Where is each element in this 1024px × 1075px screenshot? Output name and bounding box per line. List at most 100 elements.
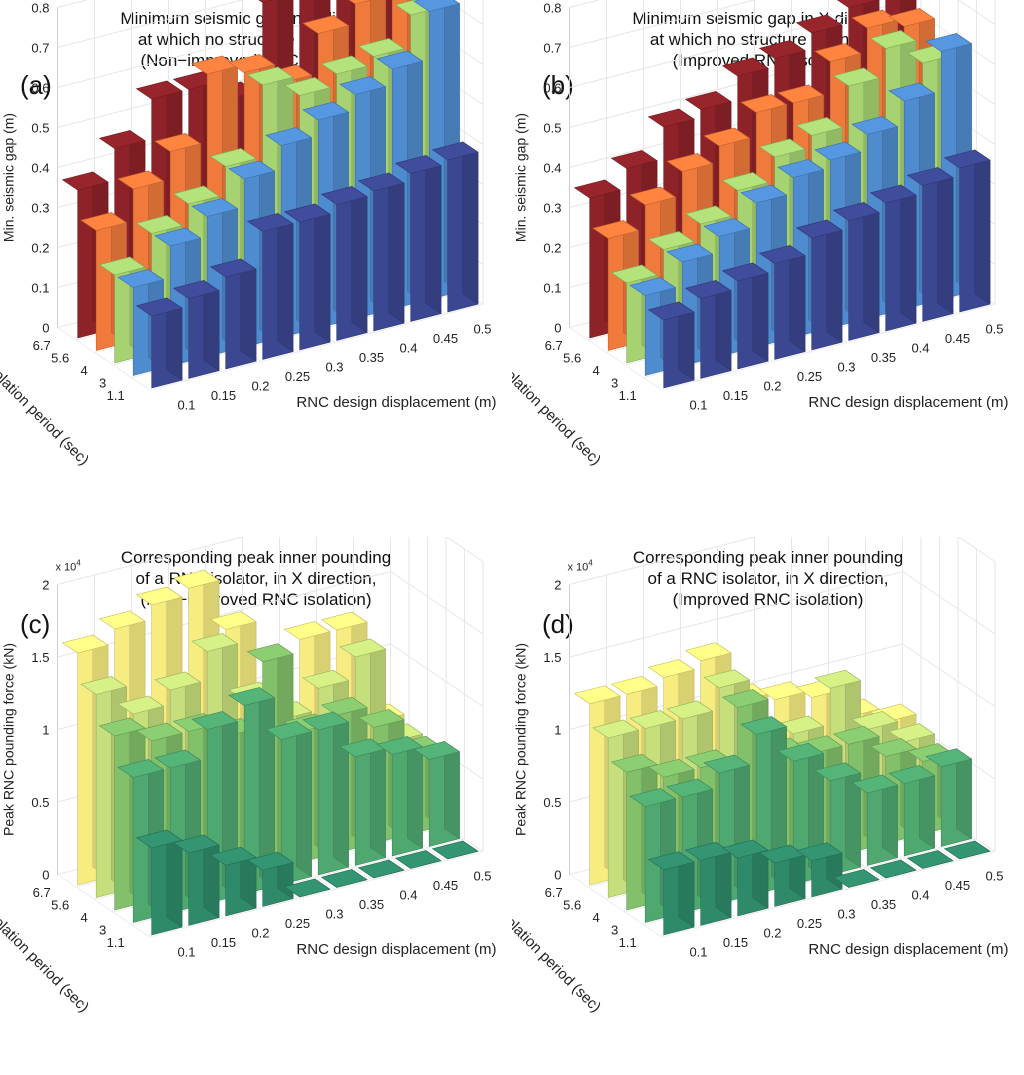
bar-top-face xyxy=(172,280,220,299)
bar-top-face xyxy=(629,186,677,206)
bar-top-face xyxy=(869,184,917,204)
bar xyxy=(906,166,954,322)
z-tick-label: 0.7 xyxy=(543,41,561,56)
bar-top-face xyxy=(832,202,880,221)
z-tick-label: 0.6 xyxy=(31,81,49,96)
bar-top-face xyxy=(135,297,183,317)
bar-top-face xyxy=(339,638,387,658)
x-tick-label: 0.3 xyxy=(837,906,855,921)
bar-side-face xyxy=(351,185,368,334)
panel-c: Corresponding peak inner pounding of a R… xyxy=(0,537,512,1074)
bar-top-face xyxy=(721,172,769,191)
y-tick-label: 4 xyxy=(593,910,600,925)
bar xyxy=(869,859,917,879)
bar-top-face xyxy=(721,57,769,77)
y-tick-label: 6.7 xyxy=(545,885,563,900)
bar-top-face xyxy=(925,33,973,52)
bar xyxy=(943,840,991,860)
plot-area: 0 0.1 0.2 0.3 0.4 0.5 0.6 0.7 0.8 Min. seismic ga… xyxy=(512,0,1008,469)
bar-top-face xyxy=(339,738,387,758)
bar-top-face xyxy=(246,213,294,232)
bar xyxy=(943,149,991,313)
bar xyxy=(721,839,769,917)
x-tick-label: 0.5 xyxy=(985,868,1003,883)
y-tick-label: 5.6 xyxy=(51,897,69,912)
bar-top-face xyxy=(357,859,405,879)
bar-top-face xyxy=(906,167,954,186)
bar-top-face xyxy=(117,170,165,190)
bar xyxy=(431,840,479,860)
bar-top-face xyxy=(191,55,239,75)
bar-top-face xyxy=(869,859,917,879)
x-tick-label: 0.25 xyxy=(285,369,310,384)
bar-top-face xyxy=(647,301,695,321)
z-axis-label: Min. seismic gap (m) xyxy=(513,113,529,242)
bar-top-face xyxy=(209,846,257,866)
bar-top-face xyxy=(592,220,640,239)
bar-top-face xyxy=(684,280,732,299)
x-tick-label: 0.4 xyxy=(399,340,417,355)
z-tick-label: 0.5 xyxy=(31,795,49,810)
bar-side-face xyxy=(277,212,294,353)
bar-top-face xyxy=(283,203,331,223)
bar-top-face xyxy=(228,160,276,180)
bar xyxy=(851,774,899,866)
y-tick-label: 3 xyxy=(99,375,106,390)
bar xyxy=(795,219,843,351)
bar-top-face xyxy=(629,710,677,729)
bar-top-face xyxy=(814,141,862,161)
plot-area: 0 0.1 0.2 0.3 0.4 0.5 0.6 0.7 0.8 Min. seismic ga… xyxy=(0,0,496,469)
gridline-z xyxy=(57,537,245,585)
panel-label-a: (a) xyxy=(20,70,52,100)
x-tick-label: 0.45 xyxy=(945,331,970,346)
bar-top-face xyxy=(647,659,695,678)
bar-top-face xyxy=(684,205,732,225)
x-tick-label: 0.5 xyxy=(473,868,491,883)
x-tick-label: 0.25 xyxy=(797,369,822,384)
bar-top-face xyxy=(265,721,313,740)
floor-gridline xyxy=(661,851,996,938)
bar-top-face xyxy=(191,633,239,652)
plot-area: 0 0.5 1 1.5 2 x 104 Peak RNC pounding force (k… xyxy=(0,537,496,1016)
bar-top-face xyxy=(209,611,257,630)
z-multiplier-label: x 104 xyxy=(568,559,594,574)
bar-top-face xyxy=(172,569,220,589)
bar xyxy=(135,829,183,936)
x-tick-label: 0.15 xyxy=(723,935,748,950)
bar-top-face xyxy=(265,127,313,146)
bar xyxy=(376,735,424,857)
bar-top-face xyxy=(721,839,769,859)
x-tick-label: 0.2 xyxy=(763,378,781,393)
bar-top-face xyxy=(357,709,405,728)
y-tick-label: 6.7 xyxy=(33,885,51,900)
z-tick-label: 0.2 xyxy=(31,241,49,256)
bar-top-face xyxy=(666,778,714,798)
bar-top-face xyxy=(413,741,461,760)
bar-top-face xyxy=(320,869,368,888)
z-tick-label: 0.6 xyxy=(543,81,561,96)
bar-top-face xyxy=(320,55,368,75)
bar xyxy=(283,878,331,898)
bar xyxy=(721,262,769,370)
bar xyxy=(795,842,843,898)
y-axis-label: Isolation period (sec) xyxy=(0,358,92,468)
x-tick-label: 0.5 xyxy=(473,321,491,336)
bar-top-face xyxy=(592,719,640,739)
x-tick-label: 0.2 xyxy=(251,925,269,940)
z-axis-label: Peak RNC pounding force (kN) xyxy=(1,643,17,836)
bar xyxy=(172,834,220,926)
bar-top-face xyxy=(135,80,183,100)
bar-top-face xyxy=(117,695,165,715)
x-axis-label: RNC design displacement (m) xyxy=(296,394,496,411)
bar-side-face xyxy=(863,201,880,334)
x-tick-label: 0.15 xyxy=(211,935,236,950)
bar-top-face xyxy=(154,227,202,247)
floor-gridline xyxy=(57,327,151,391)
z-axis-label: Min. seismic gap (m) xyxy=(1,113,17,242)
y-tick-label: 3 xyxy=(611,375,618,390)
bar-top-face xyxy=(61,171,109,191)
bar-top-face xyxy=(684,91,732,110)
bar-top-face xyxy=(758,40,806,59)
bar-side-face xyxy=(937,166,954,315)
x-tick-label: 0.4 xyxy=(911,887,929,902)
